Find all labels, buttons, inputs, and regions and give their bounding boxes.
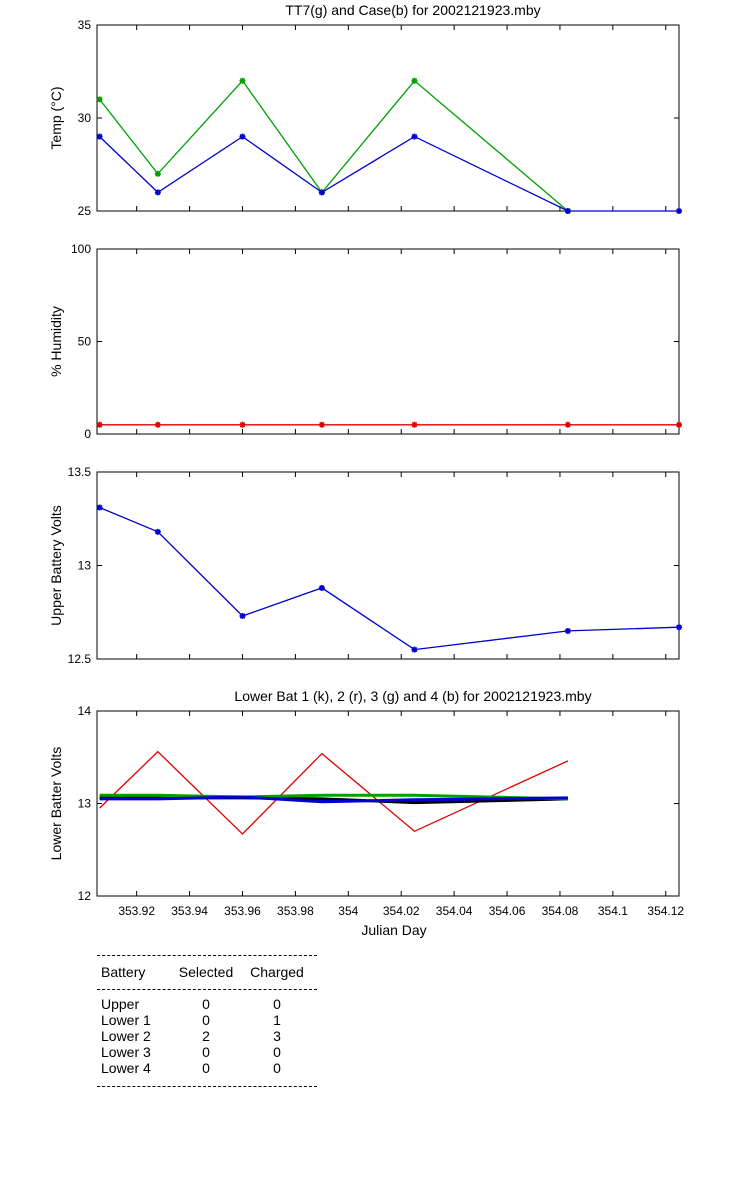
battery-name: Lower 3 bbox=[101, 1044, 151, 1060]
data-point bbox=[239, 133, 246, 140]
table-header-rule bbox=[97, 989, 317, 990]
data-point bbox=[411, 77, 418, 84]
x-tick-label: 354.06 bbox=[489, 904, 526, 918]
charged-value: 0 bbox=[273, 996, 281, 1012]
x-tick-label: 354.12 bbox=[647, 904, 684, 918]
battery-name: Upper bbox=[101, 996, 140, 1012]
charged-value: 3 bbox=[273, 1028, 281, 1044]
table-top-rule bbox=[97, 955, 317, 956]
x-tick-label: 354.08 bbox=[542, 904, 579, 918]
chart-panel-1: 25 30 35 Temp (°C) TT7(g) and Case(b) for 20… bbox=[48, 2, 682, 218]
y-tick-label: 100 bbox=[71, 242, 91, 256]
selected-value: 2 bbox=[202, 1028, 210, 1044]
y-tick-label: 13 bbox=[78, 797, 92, 811]
plot-frame bbox=[96, 24, 680, 212]
data-point bbox=[676, 421, 682, 428]
plot-frame bbox=[96, 710, 680, 897]
chart-title: Lower Bat 1 (k), 2 (r), 3 (g) and 4 (b) … bbox=[234, 688, 591, 704]
table-row: Lower 1 0 1 bbox=[97, 1012, 317, 1028]
table-row: Lower 3 0 0 bbox=[97, 1044, 317, 1060]
table-row: Upper 0 0 bbox=[97, 996, 317, 1012]
y-axis-label: Temp (°C) bbox=[48, 86, 64, 149]
y-tick-label: 35 bbox=[78, 18, 92, 32]
x-tick-label: 354.02 bbox=[383, 904, 420, 918]
y-tick-label: 25 bbox=[78, 204, 92, 218]
data-point bbox=[239, 612, 246, 619]
data-point bbox=[96, 421, 103, 428]
chart-panel-4: 12 13 14 Lower Batter Volts Lower Bat 1 (k),… bbox=[48, 688, 684, 938]
chart-title: TT7(g) and Case(b) for 2002121923.mby bbox=[285, 2, 540, 18]
x-tick-label: 354 bbox=[338, 904, 358, 918]
selected-value: 0 bbox=[202, 1044, 210, 1060]
y-tick-label: 14 bbox=[78, 704, 92, 718]
data-point bbox=[318, 584, 325, 591]
data-point bbox=[154, 528, 161, 535]
y-tick-label: 13 bbox=[78, 559, 92, 573]
series-line bbox=[99, 79, 569, 212]
series-line bbox=[99, 135, 679, 212]
y-axis-label: % Humidity bbox=[48, 306, 64, 377]
y-tick-label: 12.5 bbox=[68, 652, 92, 666]
x-tick-label: 353.98 bbox=[277, 904, 314, 918]
data-point bbox=[154, 189, 161, 196]
data-point bbox=[239, 77, 246, 84]
battery-name: Lower 1 bbox=[101, 1012, 151, 1028]
plot-frame bbox=[96, 248, 680, 435]
data-point bbox=[96, 504, 103, 511]
battery-name: Lower 4 bbox=[101, 1060, 151, 1076]
battery-table: Battery Selected Charged Upper 0 0 Lower… bbox=[97, 955, 317, 1087]
y-axis-label: Lower Batter Volts bbox=[48, 747, 64, 861]
selected-value: 0 bbox=[202, 1060, 210, 1076]
x-tick-label: 353.92 bbox=[118, 904, 155, 918]
y-tick-label: 0 bbox=[84, 427, 91, 441]
y-tick-label: 30 bbox=[78, 111, 92, 125]
series-line bbox=[99, 795, 568, 804]
x-axis-label: Julian Day bbox=[361, 922, 426, 938]
series-line bbox=[99, 793, 568, 801]
header-selected: Selected bbox=[178, 964, 234, 980]
table-row: Lower 2 2 3 bbox=[97, 1028, 317, 1044]
data-point bbox=[411, 421, 418, 428]
data-point bbox=[154, 170, 161, 177]
chart-panel-2: 0 50 100 % Humidity bbox=[48, 242, 682, 441]
y-tick-label: 50 bbox=[78, 335, 92, 349]
x-tick-label: 353.96 bbox=[224, 904, 261, 918]
y-tick-label: 13.5 bbox=[68, 465, 92, 479]
header-battery: Battery bbox=[101, 964, 146, 980]
data-point bbox=[239, 421, 246, 428]
data-point bbox=[154, 421, 161, 428]
series-line bbox=[99, 506, 680, 651]
x-tick-label: 354.1 bbox=[598, 904, 628, 918]
data-point bbox=[411, 646, 418, 653]
charged-value: 1 bbox=[273, 1012, 281, 1028]
data-point bbox=[318, 189, 325, 196]
chart-panel-3: 12.5 13 13.5 Upper Battery Volts bbox=[48, 465, 682, 666]
data-point bbox=[411, 133, 418, 140]
charged-value: 0 bbox=[273, 1044, 281, 1060]
data-point bbox=[564, 421, 571, 428]
data-point bbox=[564, 208, 571, 214]
data-point bbox=[564, 627, 571, 634]
data-point bbox=[676, 624, 682, 631]
data-point bbox=[96, 133, 103, 140]
table-bottom-rule bbox=[97, 1086, 317, 1087]
plot-frame bbox=[96, 471, 680, 660]
charged-value: 0 bbox=[273, 1060, 281, 1076]
y-tick-label: 12 bbox=[78, 889, 92, 903]
selected-value: 0 bbox=[202, 996, 210, 1012]
data-point bbox=[318, 421, 325, 428]
y-axis-label: Upper Battery Volts bbox=[48, 505, 64, 626]
x-tick-label: 354.04 bbox=[436, 904, 473, 918]
selected-value: 0 bbox=[202, 1012, 210, 1028]
battery-name: Lower 2 bbox=[101, 1028, 151, 1044]
series-line bbox=[99, 750, 569, 835]
data-point bbox=[96, 96, 103, 103]
table-row: Lower 4 0 0 bbox=[97, 1060, 317, 1076]
x-tick-label: 353.94 bbox=[171, 904, 208, 918]
table-header-row: Battery Selected Charged bbox=[97, 960, 317, 984]
data-point bbox=[676, 208, 682, 214]
header-charged: Charged bbox=[250, 964, 304, 980]
